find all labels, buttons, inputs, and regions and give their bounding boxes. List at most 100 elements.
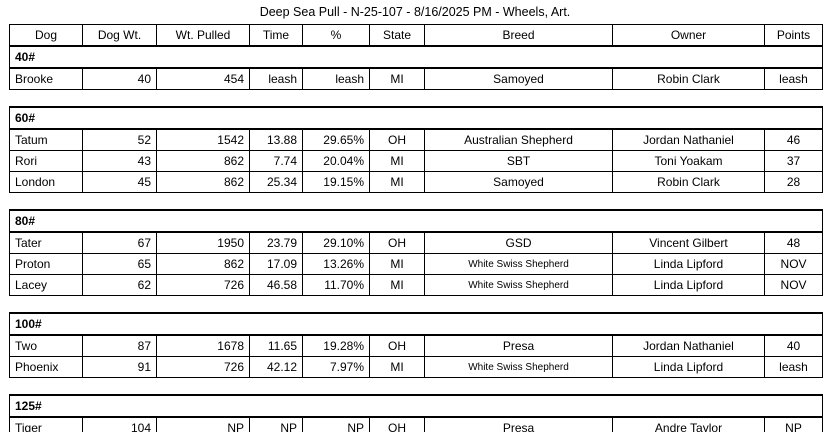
cell-time: 46.58	[249, 274, 303, 296]
cell-points: NP	[763, 416, 824, 432]
results-table-100: 100# Two 87 1678 11.65 19.28% OH Presa J…	[8, 312, 824, 378]
results-table-40: Dog Dog Wt. Wt. Pulled Time % State Bree…	[9, 24, 823, 90]
weight-class-label: 100#	[8, 312, 824, 336]
weight-class-label: 80#	[8, 209, 824, 233]
cell-points: leash	[764, 67, 823, 90]
cell-time: 11.65	[249, 334, 303, 357]
cell-time: 42.12	[249, 356, 303, 378]
cell-breed: GSD	[424, 231, 613, 254]
cell-breed: White Swiss Shepherd	[424, 253, 613, 275]
cell-time: 7.74	[249, 150, 303, 172]
cell-dog: Brooke	[9, 67, 83, 90]
cell-wt-pulled: 454	[156, 67, 250, 90]
weight-class-label: 40#	[9, 45, 823, 69]
table-row: Tiger 104 NP NP NP OH Presa Andre Taylor…	[9, 416, 824, 432]
cell-state: OH	[369, 231, 425, 254]
cell-percent: 29.10%	[302, 231, 370, 254]
cell-breed: Presa	[424, 416, 613, 432]
table-row: Tatum 52 1542 13.88 29.65% OH Australian…	[9, 128, 824, 151]
cell-points: 28	[763, 171, 824, 193]
cell-dog-wt: 62	[82, 274, 157, 296]
table-row: London 45 862 25.34 19.15% MI Samoyed Ro…	[9, 171, 824, 193]
column-header-row: Dog Dog Wt. Wt. Pulled Time % State Bree…	[9, 24, 823, 47]
cell-wt-pulled: 862	[156, 171, 250, 193]
cell-state: MI	[369, 274, 425, 296]
cell-wt-pulled: 862	[156, 150, 250, 172]
cell-wt-pulled: 726	[156, 356, 250, 378]
cell-percent: 29.65%	[302, 128, 370, 151]
results-table-125: 125# Tiger 104 NP NP NP OH Presa Andre T…	[8, 394, 824, 432]
cell-time: 23.79	[249, 231, 303, 254]
weight-class-label: 125#	[8, 394, 824, 418]
table-row: Brooke 40 454 leash leash MI Samoyed Rob…	[9, 67, 823, 90]
weight-class-header-60: 60#	[8, 106, 824, 130]
cell-state: MI	[369, 150, 425, 172]
cell-state: MI	[369, 253, 425, 275]
cell-breed: White Swiss Shepherd	[424, 356, 613, 378]
column-header-wt-pulled: Wt. Pulled	[156, 24, 250, 47]
table-row: Proton 65 862 17.09 13.26% MI White Swis…	[9, 253, 824, 275]
cell-dog: Lacey	[9, 274, 83, 296]
column-header-points: Points	[764, 24, 823, 47]
cell-owner: Linda Lipford	[612, 356, 765, 378]
cell-dog-wt: 91	[82, 356, 157, 378]
cell-time: leash	[249, 67, 303, 90]
cell-wt-pulled: 1542	[156, 128, 250, 151]
table-row: Rori 43 862 7.74 20.04% MI SBT Toni Yoak…	[9, 150, 824, 172]
cell-percent: 13.26%	[302, 253, 370, 275]
cell-time: 25.34	[249, 171, 303, 193]
column-header-breed: Breed	[424, 24, 613, 47]
column-header-time: Time	[249, 24, 303, 47]
cell-breed: White Swiss Shepherd	[424, 274, 613, 296]
cell-dog: London	[9, 171, 83, 193]
cell-owner: Jordan Nathaniel	[612, 334, 765, 357]
cell-wt-pulled: 1950	[156, 231, 250, 254]
cell-percent: 11.70%	[302, 274, 370, 296]
cell-dog-wt: 45	[82, 171, 157, 193]
weight-class-header-125: 125#	[8, 394, 824, 418]
cell-state: OH	[369, 416, 425, 432]
cell-percent: leash	[302, 67, 370, 90]
table-row: Lacey 62 726 46.58 11.70% MI White Swiss…	[9, 274, 824, 296]
cell-points: leash	[763, 356, 824, 378]
weight-class-header-80: 80#	[8, 209, 824, 233]
cell-points: 40	[763, 334, 824, 357]
cell-wt-pulled: 726	[156, 274, 250, 296]
results-table-80: 80# Tater 67 1950 23.79 29.10% OH GSD Vi…	[8, 209, 824, 296]
cell-percent: 19.15%	[302, 171, 370, 193]
cell-wt-pulled: NP	[156, 416, 250, 432]
column-header-percent: %	[302, 24, 370, 47]
cell-owner: Linda Lipford	[612, 253, 765, 275]
cell-owner: Andre Taylor	[612, 416, 765, 432]
cell-state: MI	[369, 356, 425, 378]
cell-time: 13.88	[249, 128, 303, 151]
weight-class-header-100: 100#	[8, 312, 824, 336]
cell-state: OH	[369, 334, 425, 357]
weight-class-header-40: 40#	[9, 45, 823, 69]
cell-dog-wt: 67	[82, 231, 157, 254]
cell-wt-pulled: 1678	[156, 334, 250, 357]
cell-points: NOV	[763, 274, 824, 296]
cell-points: 37	[763, 150, 824, 172]
cell-time: NP	[249, 416, 303, 432]
cell-state: MI	[369, 67, 425, 90]
table-row: Phoenix 91 726 42.12 7.97% MI White Swis…	[9, 356, 824, 378]
cell-dog-wt: 43	[82, 150, 157, 172]
cell-breed: Samoyed	[424, 67, 613, 90]
weight-class-label: 60#	[8, 106, 824, 130]
cell-time: 17.09	[249, 253, 303, 275]
cell-dog-wt: 87	[82, 334, 157, 357]
cell-dog: Proton	[9, 253, 83, 275]
cell-dog-wt: 104	[82, 416, 157, 432]
cell-dog: Tater	[9, 231, 83, 254]
cell-dog-wt: 65	[82, 253, 157, 275]
cell-dog: Two	[9, 334, 83, 357]
table-row: Tater 67 1950 23.79 29.10% OH GSD Vincen…	[9, 231, 824, 254]
column-header-dog-wt: Dog Wt.	[82, 24, 157, 47]
cell-owner: Robin Clark	[612, 171, 765, 193]
cell-breed: Presa	[424, 334, 613, 357]
cell-owner: Robin Clark	[612, 67, 765, 90]
table-row: Two 87 1678 11.65 19.28% OH Presa Jordan…	[9, 334, 824, 357]
cell-dog: Tatum	[9, 128, 83, 151]
cell-breed: Samoyed	[424, 171, 613, 193]
